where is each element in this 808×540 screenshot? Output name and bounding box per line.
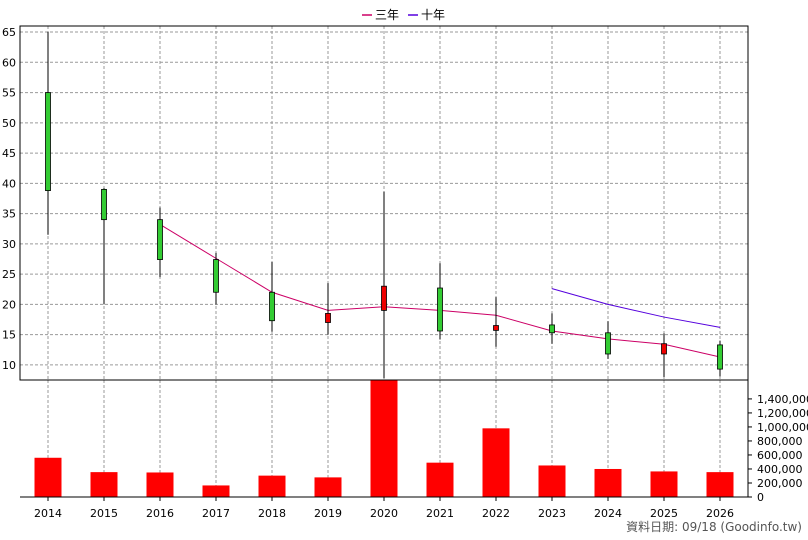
volume-tick-label: 1,000,000 [757, 421, 808, 434]
volume-bar [370, 380, 398, 497]
x-axis: 2014 2015 2016 2017 2018 2019 2020 2021 2022 2023… [34, 497, 734, 520]
x-tick-label: 2016 [146, 507, 174, 520]
candle-body [549, 324, 555, 334]
volume-tick-label: 400,000 [757, 463, 803, 476]
volume-bar [146, 472, 174, 497]
price-tick-label: 65 [2, 26, 16, 39]
volume-bar [538, 465, 566, 497]
ma-line [551, 288, 721, 328]
candle-body [437, 287, 443, 332]
candle-body [45, 92, 51, 191]
price-tick-label: 40 [2, 177, 16, 190]
x-tick-label: 2023 [538, 507, 566, 520]
volume-bars [34, 380, 734, 497]
x-tick-label: 2014 [34, 507, 62, 520]
x-tick-label: 2022 [482, 507, 510, 520]
volume-tick-label: 600,000 [757, 449, 803, 462]
x-tick-label: 2019 [314, 507, 342, 520]
candle-body [325, 313, 331, 323]
volume-bar [706, 472, 734, 497]
candle-body [269, 291, 275, 322]
candle-body [157, 219, 163, 260]
candle-body [381, 285, 387, 311]
volume-bar [650, 471, 678, 497]
source-label: 資料日期: 09/18 (Goodinfo.tw) [626, 520, 802, 534]
volume-bar [202, 485, 230, 497]
x-tick-label: 2015 [90, 507, 118, 520]
price-tick-label: 55 [2, 87, 16, 100]
price-tick-label: 50 [2, 117, 16, 130]
price-tick-label: 15 [2, 329, 16, 342]
price-y-axis: 10 15 20 25 30 35 40 45 50 55 60 65 [2, 26, 16, 372]
volume-bar [90, 472, 118, 497]
price-tick-label: 10 [2, 359, 16, 372]
price-tick-label: 25 [2, 268, 16, 281]
volume-bar [482, 428, 510, 497]
x-tick-label: 2021 [426, 507, 454, 520]
x-tick-label: 2020 [370, 507, 398, 520]
volume-tick-label: 0 [757, 491, 764, 504]
volume-bar [34, 457, 62, 497]
legend-label: 三年 [375, 8, 399, 22]
price-tick-label: 35 [2, 208, 16, 221]
x-tick-label: 2025 [650, 507, 678, 520]
volume-tick-label: 800,000 [757, 435, 803, 448]
x-tick-label: 2026 [706, 507, 734, 520]
legend-label: 十年 [421, 8, 445, 22]
volume-bar [258, 475, 286, 497]
volume-y-axis: 0200,000400,000600,000800,0001,000,0001,… [748, 393, 808, 504]
candle-body [101, 188, 107, 221]
volume-bar [594, 468, 622, 497]
x-tick-label: 2017 [202, 507, 230, 520]
candlesticks [45, 32, 723, 379]
candle-body [493, 325, 499, 331]
volume-tick-label: 1,200,000 [757, 407, 808, 420]
volume-bar [314, 477, 342, 497]
price-tick-label: 45 [2, 147, 16, 160]
volume-bar [426, 462, 454, 497]
candle-body [717, 344, 723, 370]
price-tick-label: 30 [2, 238, 16, 251]
volume-tick-label: 200,000 [757, 477, 803, 490]
x-tick-label: 2018 [258, 507, 286, 520]
candle-body [661, 343, 667, 355]
price-tick-label: 20 [2, 298, 16, 311]
volume-tick-label: 1,400,000 [757, 393, 808, 406]
legend: 三年 十年 [362, 8, 445, 22]
price-tick-label: 60 [2, 56, 16, 69]
candle-body [605, 332, 611, 355]
price-panel-frame [19, 25, 749, 381]
x-tick-label: 2024 [594, 507, 622, 520]
candle-body [213, 259, 219, 293]
